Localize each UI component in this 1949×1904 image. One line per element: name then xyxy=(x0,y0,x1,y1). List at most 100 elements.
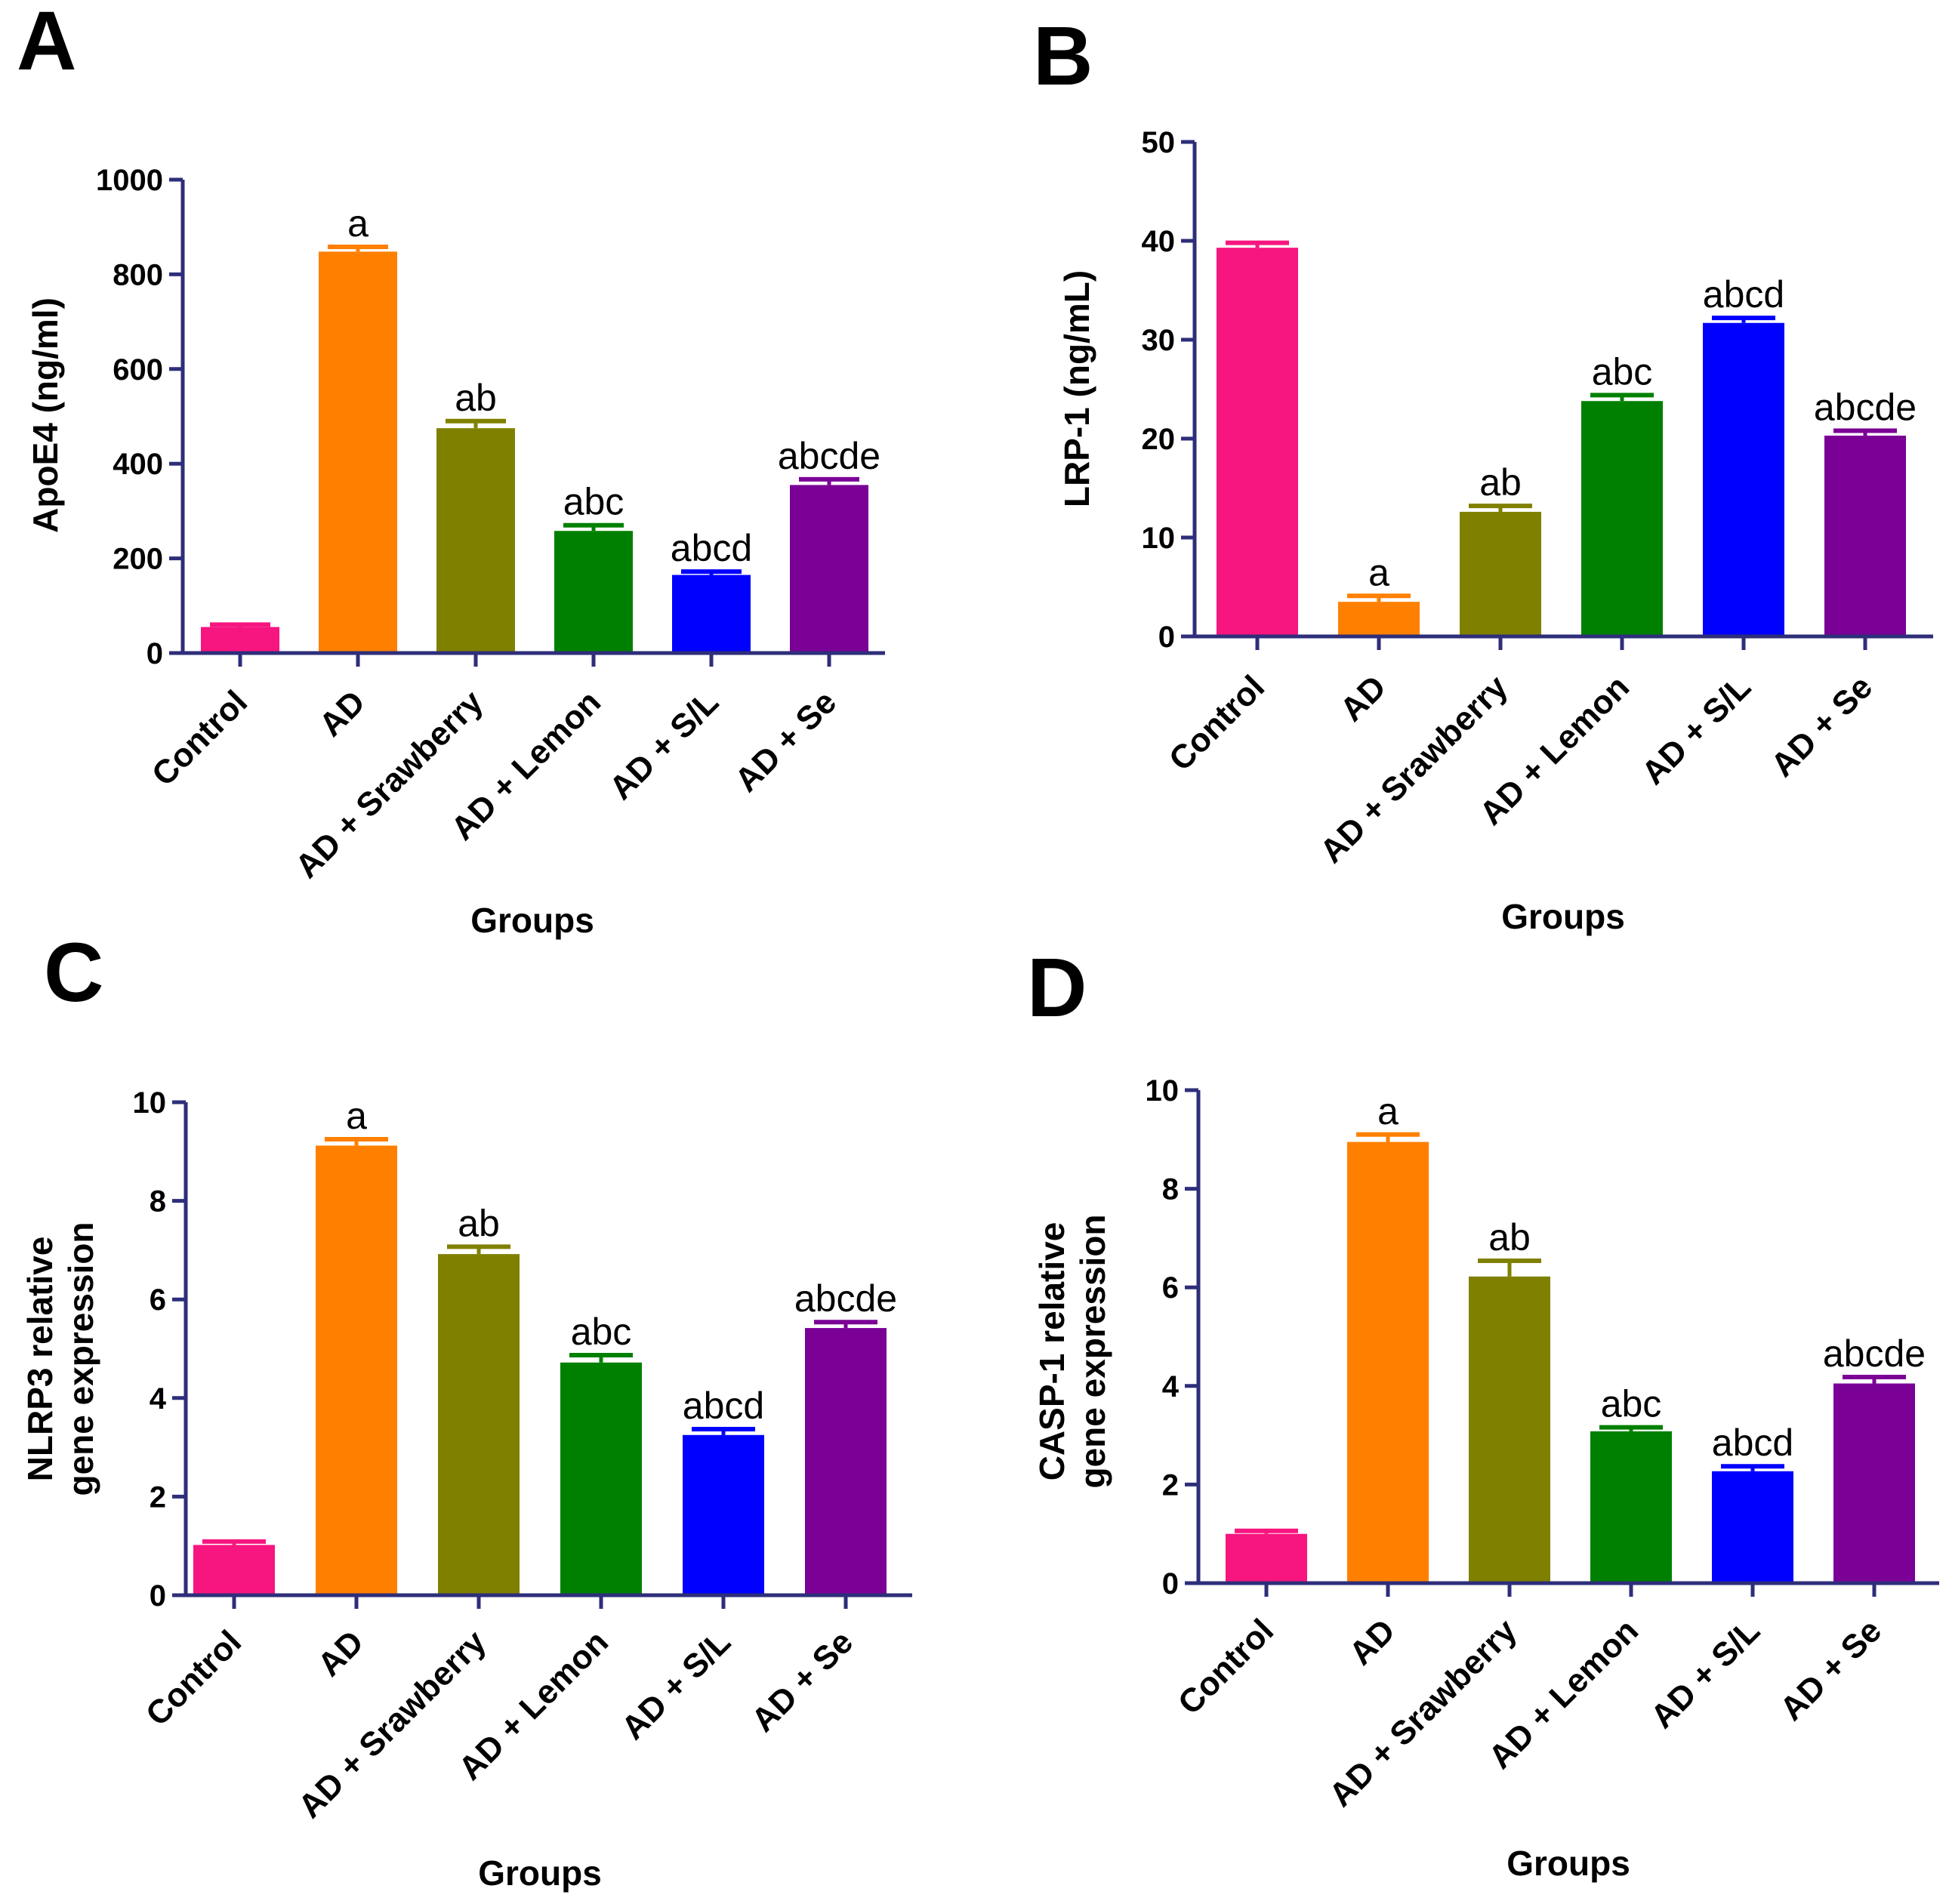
category-label: AD xyxy=(1342,1612,1402,1672)
y-tick-label: 10 xyxy=(1146,1074,1180,1108)
y-tick-label: 200 xyxy=(113,543,163,576)
y-tick-label: 50 xyxy=(1142,126,1176,159)
category-label: AD + S/L xyxy=(615,1623,738,1746)
y-tick-label: 800 xyxy=(113,258,163,291)
y-axis-title: gene expression xyxy=(1073,1214,1112,1488)
y-tick-label: 0 xyxy=(1162,1567,1179,1601)
bar-5 xyxy=(805,1328,887,1595)
significance-label: ab xyxy=(1479,461,1522,504)
significance-label: a xyxy=(1368,551,1389,593)
significance-label: a xyxy=(346,1095,367,1137)
significance-label: a xyxy=(347,202,369,245)
bar-3 xyxy=(1581,401,1663,636)
significance-label: ab xyxy=(458,1202,500,1244)
bar-2 xyxy=(438,1254,520,1595)
bar-1 xyxy=(316,1145,397,1595)
significance-label: abc xyxy=(571,1311,632,1353)
y-tick-label: 20 xyxy=(1142,423,1176,456)
significance-label: abcde xyxy=(1814,387,1917,429)
y-tick-label: 0 xyxy=(150,1579,166,1613)
y-tick-label: 600 xyxy=(113,353,163,387)
y-tick-label: 0 xyxy=(146,637,163,670)
y-axis-title: CASP-1 relative xyxy=(1032,1222,1072,1481)
x-axis-title: Groups xyxy=(1501,897,1625,936)
y-tick-label: 10 xyxy=(133,1086,167,1120)
y-tick-label: 8 xyxy=(1162,1173,1179,1206)
category-label: Control xyxy=(1162,668,1272,778)
significance-label: ab xyxy=(1488,1216,1531,1259)
y-tick-label: 8 xyxy=(150,1185,166,1218)
bar-5 xyxy=(1824,436,1906,636)
panel-letter: A xyxy=(17,0,76,88)
bar-0 xyxy=(1226,1533,1307,1583)
bar-3 xyxy=(560,1362,642,1595)
category-label: Control xyxy=(145,683,254,793)
significance-label: abc xyxy=(1601,1383,1662,1425)
significance-label: abcd xyxy=(671,527,752,569)
x-axis-title: Groups xyxy=(470,901,594,940)
category-label: AD + Se xyxy=(1764,668,1880,784)
panel-letter: C xyxy=(44,926,103,1019)
significance-label: abcde xyxy=(794,1277,897,1320)
y-tick-label: 40 xyxy=(1142,225,1176,258)
y-tick-label: 6 xyxy=(150,1283,166,1317)
category-label: AD + S/L xyxy=(603,683,726,806)
bar-3 xyxy=(554,531,633,653)
y-tick-label: 30 xyxy=(1142,324,1176,357)
y-tick-label: 0 xyxy=(1158,621,1175,654)
y-tick-label: 1000 xyxy=(96,164,163,197)
significance-label: abcd xyxy=(1712,1422,1793,1464)
significance-label: abcde xyxy=(778,435,880,477)
significance-label: abcde xyxy=(1823,1332,1926,1375)
y-axis-title: NLRP3 relative xyxy=(20,1237,60,1482)
category-label: Control xyxy=(139,1623,248,1733)
panel-letter: D xyxy=(1027,941,1087,1034)
bar-3 xyxy=(1590,1431,1672,1583)
bar-0 xyxy=(201,627,279,653)
category-label: AD + Se xyxy=(1773,1612,1889,1727)
bar-2 xyxy=(436,428,515,653)
category-label: AD xyxy=(1333,668,1393,729)
bar-4 xyxy=(672,575,751,653)
y-tick-label: 4 xyxy=(1162,1370,1180,1403)
bar-0 xyxy=(193,1545,275,1595)
bar-2 xyxy=(1460,511,1541,636)
bar-5 xyxy=(1833,1383,1915,1583)
y-tick-label: 10 xyxy=(1142,522,1176,555)
bar-0 xyxy=(1217,248,1298,636)
y-tick-label: 4 xyxy=(150,1382,167,1416)
y-tick-label: 6 xyxy=(1162,1271,1179,1305)
significance-label: a xyxy=(1377,1090,1399,1132)
bar-4 xyxy=(1712,1471,1793,1583)
category-label: AD xyxy=(310,1623,371,1684)
bar-5 xyxy=(790,485,868,653)
category-label: AD xyxy=(312,683,372,744)
x-axis-title: Groups xyxy=(478,1853,602,1893)
significance-label: abcd xyxy=(1703,273,1784,316)
significance-label: ab xyxy=(455,377,497,419)
significance-label: abcd xyxy=(683,1385,764,1427)
bar-1 xyxy=(1338,602,1420,636)
category-label: AD + S/L xyxy=(1644,1612,1767,1735)
y-tick-label: 2 xyxy=(1162,1468,1179,1502)
category-label: AD + Se xyxy=(728,683,843,799)
panel-letter: B xyxy=(1033,10,1093,103)
significance-label: abc xyxy=(563,481,624,523)
y-axis-title: LRP-1 (ng/mL) xyxy=(1057,270,1096,507)
bar-4 xyxy=(1703,322,1784,636)
bar-4 xyxy=(683,1434,764,1595)
category-label: AD + S/L xyxy=(1635,668,1758,791)
bar-1 xyxy=(1347,1141,1429,1583)
y-axis-title: gene expression xyxy=(61,1222,100,1496)
bar-1 xyxy=(319,251,397,654)
x-axis-title: Groups xyxy=(1506,1844,1630,1883)
category-label: AD + Se xyxy=(745,1623,860,1739)
y-tick-label: 2 xyxy=(150,1480,166,1514)
bar-2 xyxy=(1469,1276,1550,1583)
y-tick-label: 400 xyxy=(113,448,163,481)
